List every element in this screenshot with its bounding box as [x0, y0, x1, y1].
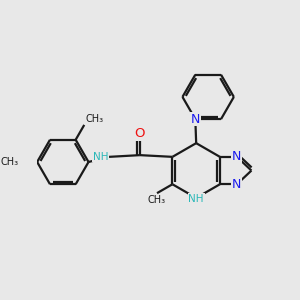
Text: N: N: [232, 150, 242, 164]
Text: CH₃: CH₃: [85, 114, 103, 124]
Text: N: N: [190, 113, 200, 126]
Text: CH₃: CH₃: [148, 195, 166, 205]
Text: CH₃: CH₃: [1, 157, 19, 167]
Text: O: O: [135, 127, 145, 140]
Text: NH: NH: [93, 152, 108, 162]
Text: N: N: [232, 178, 242, 191]
Text: NH: NH: [188, 194, 204, 204]
